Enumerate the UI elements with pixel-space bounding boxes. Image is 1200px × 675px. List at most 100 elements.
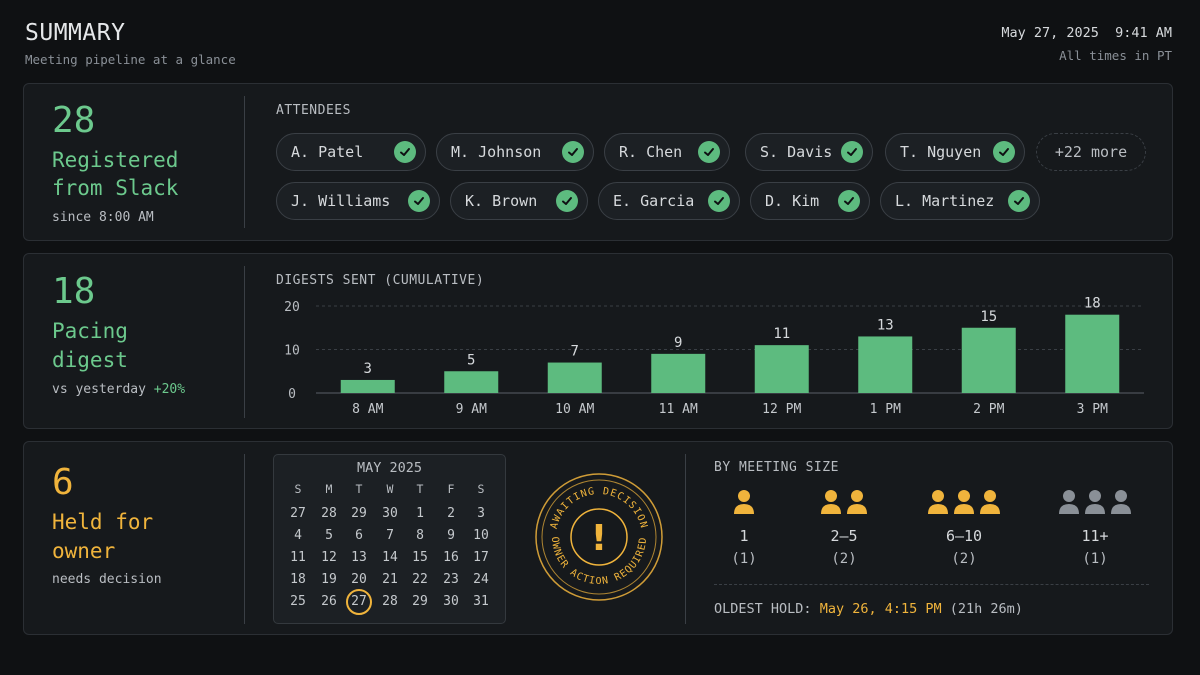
bar [444,371,499,393]
check-icon [408,190,430,212]
bar [340,379,395,393]
attendee-chip[interactable]: J. Williams [276,182,440,220]
digest-panel: 18 Pacing digest vs yesterday +20% DIGES… [23,253,1173,429]
weekday-label: T [355,482,363,496]
calendar-day[interactable]: 13 [351,550,367,565]
calendar-day[interactable]: 18 [290,572,306,587]
calendar-day[interactable]: 8 [416,528,424,543]
attendee-name: K. Brown [465,192,538,210]
people-icon [914,489,1014,517]
calendar-day[interactable]: 9 [447,528,455,543]
calendar-day[interactable]: 20 [351,572,367,587]
check-icon [698,141,720,163]
attendee-name: J. Williams [291,192,391,210]
calendar-day[interactable]: 16 [443,550,459,565]
attendee-chip[interactable]: A. Patel [276,133,426,171]
calendar-day[interactable]: 23 [443,572,459,587]
calendar-day[interactable]: 4 [294,528,302,543]
calendar-day[interactable]: 7 [386,528,394,543]
digest-change: +20% [153,382,186,397]
attendee-chip[interactable]: D. Kim [750,182,870,220]
bar-value-label: 9 [674,335,682,351]
x-tick-label: 9 AM [456,402,487,417]
registered-label-line2: from Slack [52,176,179,200]
calendar-day[interactable]: 28 [321,506,337,521]
meeting-size-range: 6–10 [945,527,983,545]
today-marker [346,589,372,615]
bar-value-label: 15 [980,309,997,325]
held-note: needs decision [52,572,162,587]
attendees-label: ATTENDEES [276,103,351,118]
bar [858,336,913,393]
calendar-day[interactable]: 30 [382,506,398,521]
x-tick-label: 3 PM [1077,402,1108,417]
calendar-day[interactable]: 19 [321,572,337,587]
bar [961,327,1016,393]
person-icon [1111,490,1131,514]
calendar-day[interactable]: 29 [351,506,367,521]
attendee-chip[interactable]: L. Martinez [880,182,1040,220]
calendar-day[interactable]: 29 [412,594,428,609]
calendar-day[interactable]: 17 [473,550,489,565]
calendar-day[interactable]: 6 [355,528,363,543]
meeting-size-count: (2) [951,551,977,567]
x-tick-label: 2 PM [973,402,1004,417]
held-panel: 6 Held for owner needs decision MAY 2025… [23,441,1173,635]
more-attendees-button[interactable]: +22 more [1036,133,1146,171]
person-icon [980,490,1000,514]
calendar-day[interactable]: 12 [321,550,337,565]
attendee-chip[interactable]: K. Brown [450,182,588,220]
page-title: SUMMARY [25,20,126,46]
attendee-chip[interactable]: E. Garcia [598,182,740,220]
calendar-day[interactable]: 27 [290,506,306,521]
person-icon [1059,490,1079,514]
person-icon [821,490,841,514]
weekday-label: F [447,482,455,496]
oldest-hold: OLDEST HOLD: May 26, 4:15 PM (21h 26m) [714,601,1023,617]
calendar-day[interactable]: 22 [412,572,428,587]
calendar-day[interactable]: 28 [382,594,398,609]
calendar-day-today[interactable]: 27 [351,594,367,609]
calendar-day[interactable]: 11 [290,550,306,565]
page-subtitle: Meeting pipeline at a glance [25,52,236,67]
attendee-chip[interactable]: T. Nguyen [885,133,1025,171]
calendar-day[interactable]: 10 [473,528,489,543]
attendee-chip[interactable]: M. Johnson [436,133,594,171]
person-icon [954,490,974,514]
held-label-line1: Held for [52,510,154,534]
calendar-day[interactable]: 24 [473,572,489,587]
held-label-line2: owner [52,539,116,563]
calendar-day[interactable]: 2 [447,506,455,521]
chart-title: DIGESTS SENT (CUMULATIVE) [276,273,485,288]
calendar-day[interactable]: 31 [473,594,489,609]
check-icon [708,190,730,212]
person-icon [694,489,794,517]
attendee-chip[interactable]: R. Chen [604,133,730,171]
attendee-chip[interactable]: S. Davis [745,133,873,171]
weekday-label: M [325,482,333,496]
meeting-size-range: 11+ [1081,527,1109,545]
meeting-size-range: 2–5 [830,527,858,545]
attendee-name: A. Patel [291,143,364,161]
calendar-day[interactable]: 25 [290,594,306,609]
meeting-size-count: (1) [1082,551,1108,567]
calendar-day[interactable]: 15 [412,550,428,565]
attendee-name: M. Johnson [451,143,542,161]
meeting-size-group: 11+ (1) [1045,489,1145,567]
calendar-day[interactable]: 3 [477,506,485,521]
people-icon [794,489,894,517]
x-tick-label: 11 AM [659,402,698,417]
calendar-day[interactable]: 14 [382,550,398,565]
bar [547,362,602,393]
meeting-size-group: 6–10 (2) [914,489,1014,567]
calendar-day[interactable]: 26 [321,594,337,609]
check-icon [556,190,578,212]
calendar-day[interactable]: 21 [382,572,398,587]
check-icon [1008,190,1030,212]
calendar-day[interactable]: 1 [416,506,424,521]
meeting-size-count: (1) [731,551,757,567]
check-icon [562,141,584,163]
person-icon [1085,490,1105,514]
calendar-day[interactable]: 30 [443,594,459,609]
calendar-day[interactable]: 5 [325,528,333,543]
